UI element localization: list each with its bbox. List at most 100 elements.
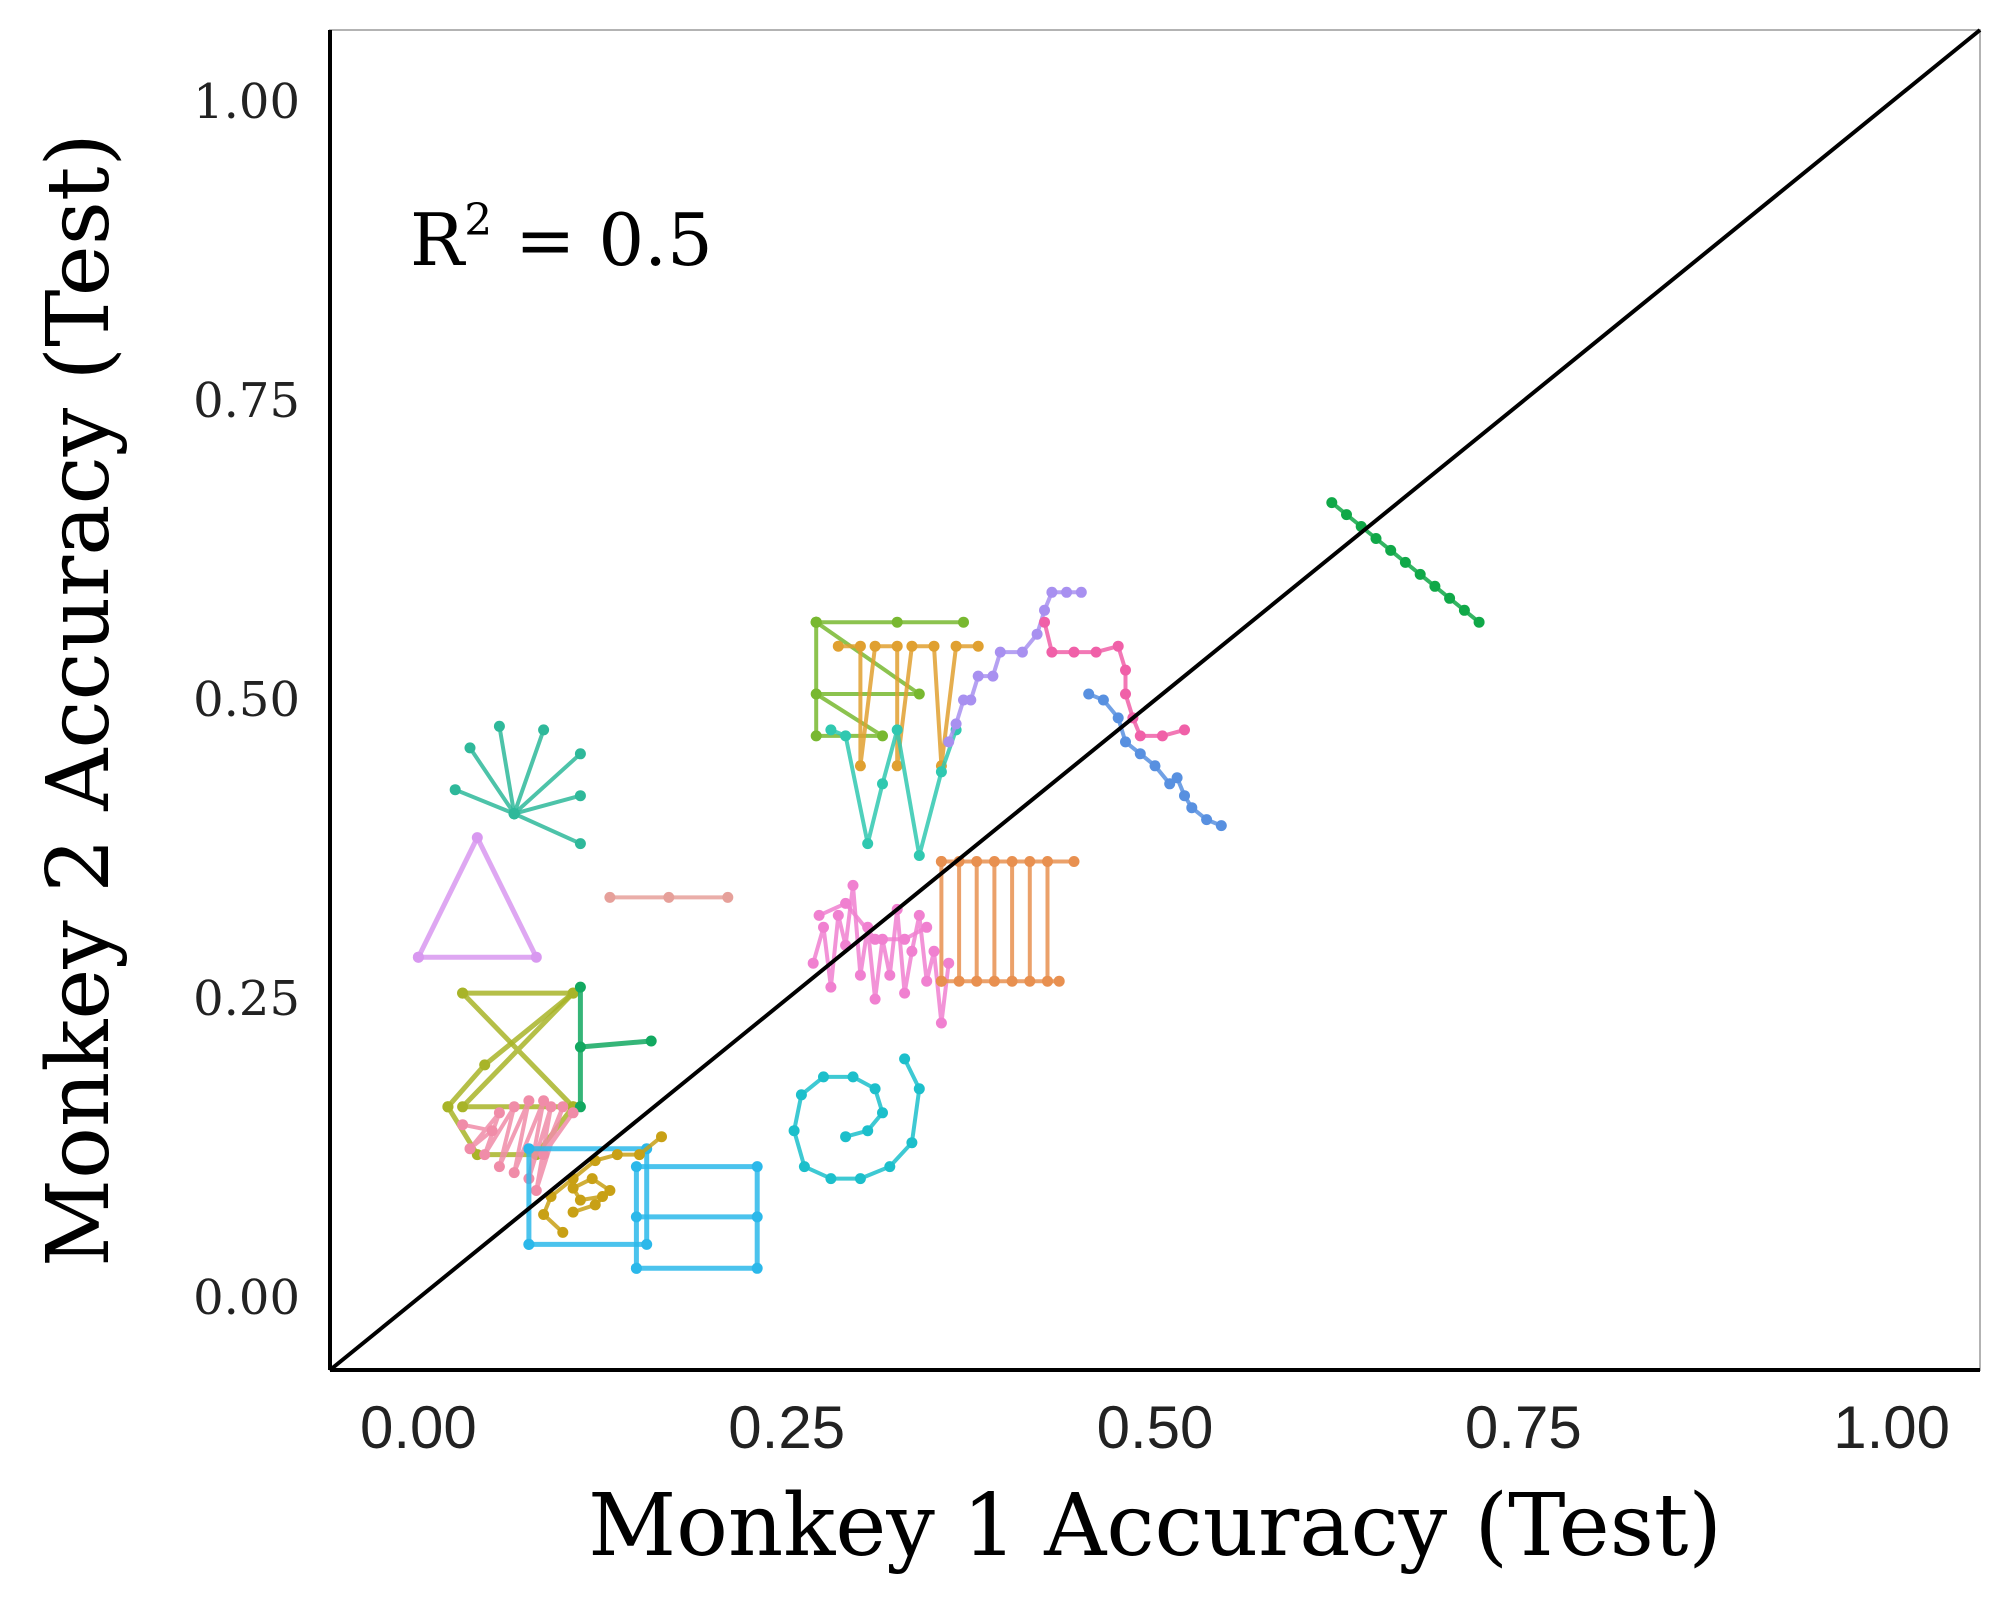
data-point: [935, 856, 947, 867]
series-20: [788, 1053, 925, 1185]
data-point: [1090, 646, 1102, 658]
data-point: [1134, 730, 1146, 742]
data-point: [586, 1173, 598, 1185]
data-point: [869, 640, 881, 652]
data-point: [486, 1125, 498, 1137]
series-13: [574, 1035, 657, 1053]
data-point: [1186, 802, 1198, 814]
data-point: [854, 969, 866, 981]
data-point: [1120, 736, 1131, 748]
data-point: [1171, 772, 1183, 784]
series-30: [935, 856, 1080, 867]
data-point: [891, 760, 903, 772]
data-point: [1149, 760, 1161, 772]
y-tick-label: 0.25: [193, 971, 300, 1027]
x-tick-label: 0.50: [1097, 1394, 1214, 1461]
data-point: [523, 1143, 535, 1155]
data-point: [854, 1173, 866, 1185]
data-point: [928, 945, 940, 957]
axes-layer: [328, 30, 1980, 1372]
tick-labels: 0.00 0.25 0.50 0.75 1.00 0.00 0.25 0.50 0.75 1.00: [193, 74, 1950, 1461]
data-point: [751, 1211, 763, 1223]
data-point: [935, 1017, 947, 1029]
data-point: [847, 879, 859, 891]
data-point: [567, 1107, 579, 1119]
data-point: [987, 670, 999, 682]
data-point: [1039, 616, 1050, 628]
data-point: [1385, 544, 1397, 556]
data-point: [493, 1161, 505, 1173]
series-36: [943, 586, 1087, 748]
data-point: [1031, 628, 1043, 640]
data-point: [457, 1101, 469, 1113]
series-line: [468, 745, 517, 816]
x-tick-label: 1.00: [1833, 1394, 1950, 1461]
data-point: [847, 1071, 859, 1083]
series-33: [810, 616, 925, 742]
series-line: [453, 787, 517, 816]
series-line: [814, 620, 922, 738]
y-tick-label: 1.00: [193, 74, 300, 130]
data-point: [795, 1089, 807, 1101]
y-axis-title: Monkey 2 Accuracy (Test): [29, 133, 129, 1267]
data-point: [891, 616, 903, 628]
data-point: [464, 742, 476, 754]
data-point: [965, 694, 977, 706]
data-point: [877, 730, 888, 742]
data-point: [1399, 556, 1411, 568]
data-point: [508, 1167, 520, 1179]
data-point: [633, 1149, 645, 1161]
data-point: [891, 640, 903, 652]
data-point: [825, 1173, 837, 1185]
data-point: [788, 1125, 800, 1137]
x-axis-title: Monkey 1 Accuracy (Test): [588, 1476, 1722, 1576]
data-point: [1444, 592, 1456, 604]
data-point: [523, 1238, 535, 1250]
data-point: [869, 933, 881, 945]
data-point: [869, 993, 881, 1005]
data-point: [567, 1206, 579, 1218]
data-point: [825, 724, 837, 736]
annotation-prefix: R: [410, 198, 466, 282]
data-point: [1341, 509, 1352, 521]
data-point: [589, 1199, 601, 1211]
x-tick-label: 0.25: [728, 1394, 845, 1461]
series-line: [497, 724, 517, 816]
data-point: [832, 909, 844, 921]
data-point: [508, 808, 520, 820]
data-point: [751, 1161, 763, 1173]
data-point: [1201, 814, 1213, 826]
series-39: [1326, 497, 1485, 628]
data-point: [921, 975, 933, 987]
data-point: [530, 951, 542, 963]
data-point: [630, 1262, 642, 1274]
annotation-value: = 0.5: [492, 198, 713, 282]
data-point: [1016, 646, 1028, 658]
series-line: [577, 1038, 654, 1050]
series-18: [538, 1131, 667, 1238]
data-point: [457, 987, 469, 999]
data-point: [840, 730, 852, 742]
data-point: [574, 790, 586, 802]
data-point: [557, 1101, 569, 1113]
data-point: [538, 724, 550, 736]
data-point: [574, 1041, 586, 1053]
identity-line: [328, 28, 1982, 1372]
data-point: [493, 720, 505, 732]
data-point: [641, 1238, 653, 1250]
data-point: [1473, 616, 1485, 628]
data-point: [1097, 694, 1109, 706]
reference-line-layer: [328, 28, 1982, 1372]
data-point: [574, 838, 586, 850]
data-point: [630, 1211, 642, 1223]
data-point: [530, 1185, 542, 1196]
data-point: [493, 1107, 505, 1119]
data-point: [1112, 712, 1124, 724]
data-point: [1429, 580, 1441, 592]
data-point: [1046, 586, 1058, 598]
data-point: [1120, 688, 1131, 700]
y-tick-label: 0.00: [193, 1270, 300, 1326]
data-point: [604, 1185, 616, 1196]
data-point: [1156, 730, 1168, 742]
data-point: [604, 891, 616, 903]
